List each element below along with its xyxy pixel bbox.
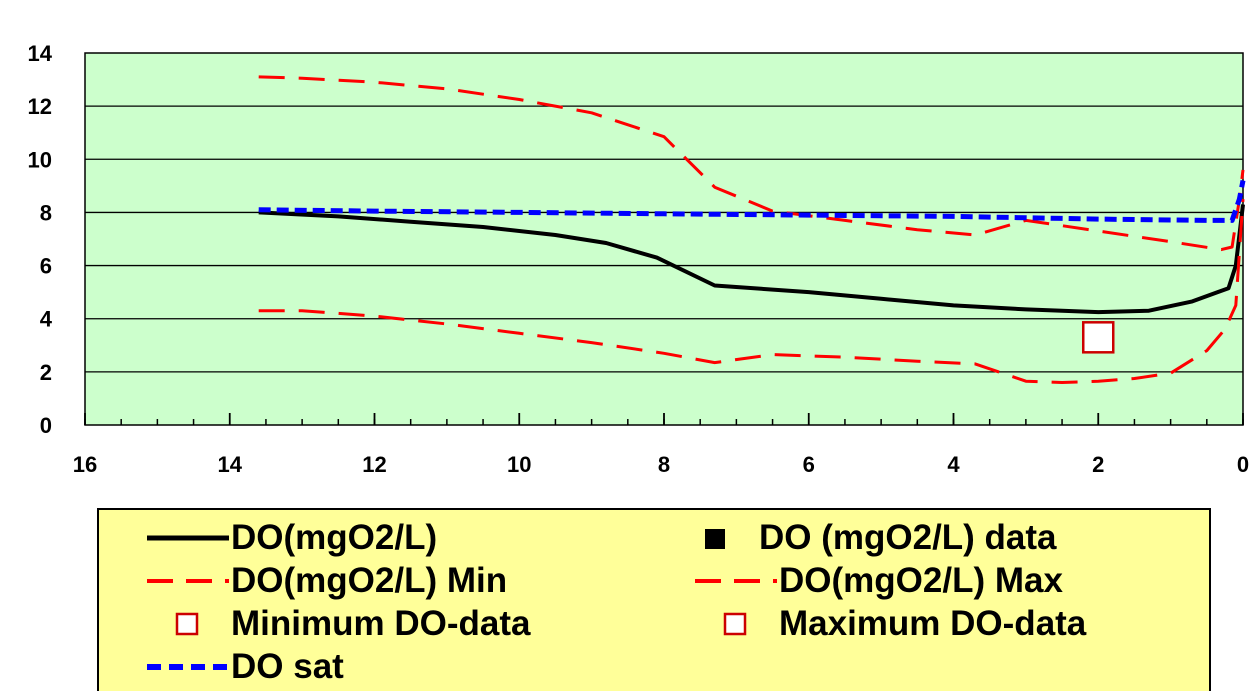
legend-symbol-solid-line bbox=[147, 535, 229, 541]
data-marker bbox=[1082, 321, 1115, 354]
x-tick-label: 0 bbox=[1237, 452, 1249, 477]
x-tick-label: 2 bbox=[1092, 452, 1104, 477]
legend-item-maximum-do-data: Maximum DO-data bbox=[693, 604, 1086, 644]
legend-item-do-data: DO (mgO2/L) data bbox=[673, 518, 1057, 558]
legend-symbol-open-square bbox=[723, 612, 747, 636]
x-tick-label: 8 bbox=[658, 452, 670, 477]
legend-symbol-open-square bbox=[175, 612, 199, 636]
series-line-0 bbox=[258, 204, 1245, 315]
y-tick-label: 14 bbox=[28, 41, 53, 66]
legend-label: DO(mgO2/L) bbox=[231, 518, 438, 557]
series-layer bbox=[258, 75, 1246, 384]
legend: DO(mgO2/L) DO (mgO2/L) data DO(mgO2/L) M… bbox=[97, 508, 1211, 691]
x-tick-label: 10 bbox=[507, 452, 531, 477]
y-tick-label: 12 bbox=[28, 94, 52, 119]
series-line-6 bbox=[258, 180, 1246, 223]
legend-item-do-min: DO(mgO2/L) Min bbox=[145, 561, 507, 601]
legend-label: Minimum DO-data bbox=[231, 604, 531, 643]
grid-lines bbox=[85, 105, 1243, 373]
x-tick-label: 6 bbox=[803, 452, 815, 477]
legend-label: DO(mgO2/L) Min bbox=[231, 561, 508, 600]
series-line-3 bbox=[258, 75, 1245, 252]
x-tick-label: 14 bbox=[218, 452, 243, 477]
x-tick-label: 16 bbox=[73, 452, 97, 477]
y-tick-label: 6 bbox=[40, 254, 52, 279]
legend-label: DO (mgO2/L) data bbox=[759, 518, 1057, 557]
x-axis-ticks: 16 14 12 10 8 6 4 2 0 bbox=[73, 413, 1249, 477]
legend-item-do: DO(mgO2/L) bbox=[145, 518, 437, 558]
y-tick-label: 8 bbox=[40, 200, 52, 225]
series-line-2 bbox=[258, 198, 1245, 384]
marker-layer bbox=[1082, 321, 1115, 354]
legend-symbol-dashed-line bbox=[147, 579, 229, 583]
y-tick-label: 2 bbox=[40, 360, 52, 385]
legend-label: DO(mgO2/L) Max bbox=[779, 561, 1063, 600]
legend-label: Maximum DO-data bbox=[779, 604, 1087, 643]
y-tick-label: 10 bbox=[28, 147, 52, 172]
plot-area bbox=[84, 52, 1244, 426]
legend-item-minimum-do-data: Minimum DO-data bbox=[145, 604, 530, 644]
legend-symbol-filled-square bbox=[705, 529, 725, 549]
legend-symbol-dashed-line bbox=[147, 664, 229, 670]
legend-symbol-dashed-line bbox=[695, 579, 777, 583]
legend-item-do-sat: DO sat bbox=[145, 647, 344, 687]
x-tick-label: 12 bbox=[362, 452, 386, 477]
x-tick-label: 4 bbox=[947, 452, 960, 477]
y-axis-ticks: 0 2 4 6 8 10 12 14 bbox=[28, 41, 53, 438]
y-tick-label: 0 bbox=[40, 413, 52, 438]
legend-item-do-max: DO(mgO2/L) Max bbox=[693, 561, 1063, 601]
y-tick-label: 4 bbox=[40, 307, 53, 332]
legend-label: DO sat bbox=[231, 647, 344, 686]
